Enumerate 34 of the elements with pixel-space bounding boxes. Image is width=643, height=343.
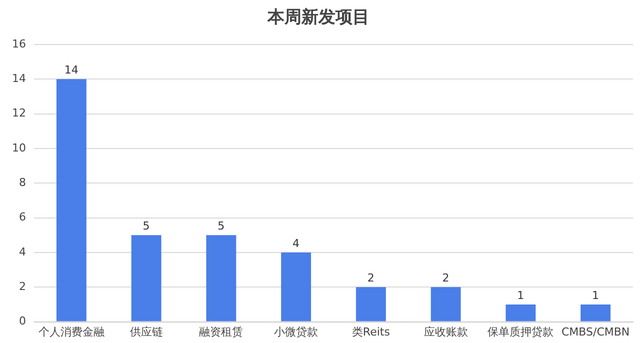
bar [580, 304, 611, 322]
data-label: 14 [64, 63, 78, 76]
y-tick-label: 10 [12, 141, 26, 154]
data-label: 1 [517, 288, 524, 302]
bar [281, 252, 312, 322]
data-label: 2 [367, 271, 374, 284]
bar [430, 287, 461, 322]
x-tick-label: 类Reits [352, 325, 390, 338]
y-tick-label: 6 [18, 210, 26, 224]
bar [356, 287, 386, 322]
chart-title: 本周新发项目 [266, 8, 370, 28]
x-tick-label: 保单质押贷款 [488, 325, 554, 338]
y-tick-label: 2 [18, 280, 26, 293]
y-tick-label: 14 [12, 72, 26, 85]
bar [206, 235, 236, 322]
y-tick-label: 12 [12, 106, 26, 120]
data-label: 2 [442, 271, 450, 284]
x-tick-label: 供应链 [130, 325, 163, 338]
bar [506, 304, 536, 322]
bar [56, 79, 86, 322]
x-tick-label: 个人消费金融 [38, 325, 104, 338]
x-tick-label: 融资租赁 [199, 325, 244, 338]
y-tick-label: 0 [18, 314, 26, 328]
bar [131, 235, 162, 322]
x-tick-label: CMBS/CMBN [561, 325, 630, 338]
x-tick-label: 小微贷款 [274, 325, 318, 338]
data-label: 5 [142, 219, 150, 232]
data-label: 4 [292, 236, 300, 250]
data-label: 1 [592, 288, 600, 302]
data-label: 5 [218, 219, 225, 232]
y-tick-label: 8 [18, 176, 26, 189]
x-tick-label: 应收账款 [424, 325, 468, 338]
y-tick-label: 16 [12, 37, 26, 50]
y-tick-label: 4 [18, 245, 26, 258]
